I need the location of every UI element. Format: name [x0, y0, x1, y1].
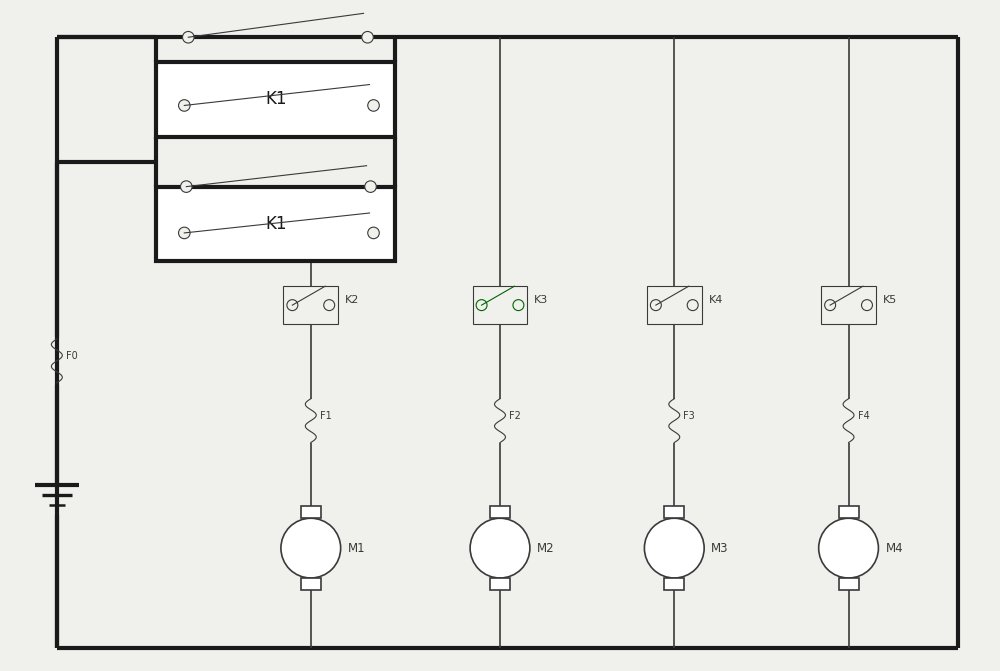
- Circle shape: [825, 300, 836, 311]
- Circle shape: [287, 300, 298, 311]
- Text: K5: K5: [883, 295, 897, 305]
- Circle shape: [368, 227, 379, 239]
- Text: F3: F3: [683, 411, 695, 421]
- Circle shape: [179, 227, 190, 239]
- Bar: [490, 507, 510, 518]
- Bar: [301, 578, 321, 590]
- Circle shape: [513, 300, 524, 311]
- Text: K1: K1: [265, 215, 287, 233]
- Circle shape: [362, 32, 373, 43]
- Text: K3: K3: [534, 295, 549, 305]
- Bar: [156, 187, 395, 261]
- Bar: [301, 507, 321, 518]
- Circle shape: [476, 300, 487, 311]
- Text: K4: K4: [709, 295, 723, 305]
- Circle shape: [650, 300, 661, 311]
- Circle shape: [470, 518, 530, 578]
- Circle shape: [181, 181, 192, 193]
- Circle shape: [644, 518, 704, 578]
- Bar: [490, 578, 510, 590]
- Text: M2: M2: [537, 541, 554, 555]
- Circle shape: [687, 300, 698, 311]
- Text: K1: K1: [265, 91, 287, 109]
- Bar: [664, 507, 684, 518]
- Bar: [156, 62, 395, 137]
- Text: F1: F1: [320, 411, 331, 421]
- Text: F2: F2: [509, 411, 521, 421]
- Text: F0: F0: [66, 351, 78, 361]
- Circle shape: [819, 518, 878, 578]
- Circle shape: [368, 100, 379, 111]
- Circle shape: [183, 32, 194, 43]
- Circle shape: [179, 100, 190, 111]
- Circle shape: [281, 518, 341, 578]
- Bar: [664, 578, 684, 590]
- Text: M1: M1: [348, 541, 365, 555]
- Bar: [839, 578, 859, 590]
- Text: M4: M4: [885, 541, 903, 555]
- Circle shape: [861, 300, 872, 311]
- Text: F4: F4: [858, 411, 869, 421]
- Text: M3: M3: [711, 541, 729, 555]
- Bar: [839, 507, 859, 518]
- Bar: [647, 287, 702, 324]
- Text: K2: K2: [345, 295, 360, 305]
- Bar: [473, 287, 527, 324]
- Circle shape: [365, 181, 376, 193]
- Bar: [821, 287, 876, 324]
- Circle shape: [324, 300, 335, 311]
- Bar: [283, 287, 338, 324]
